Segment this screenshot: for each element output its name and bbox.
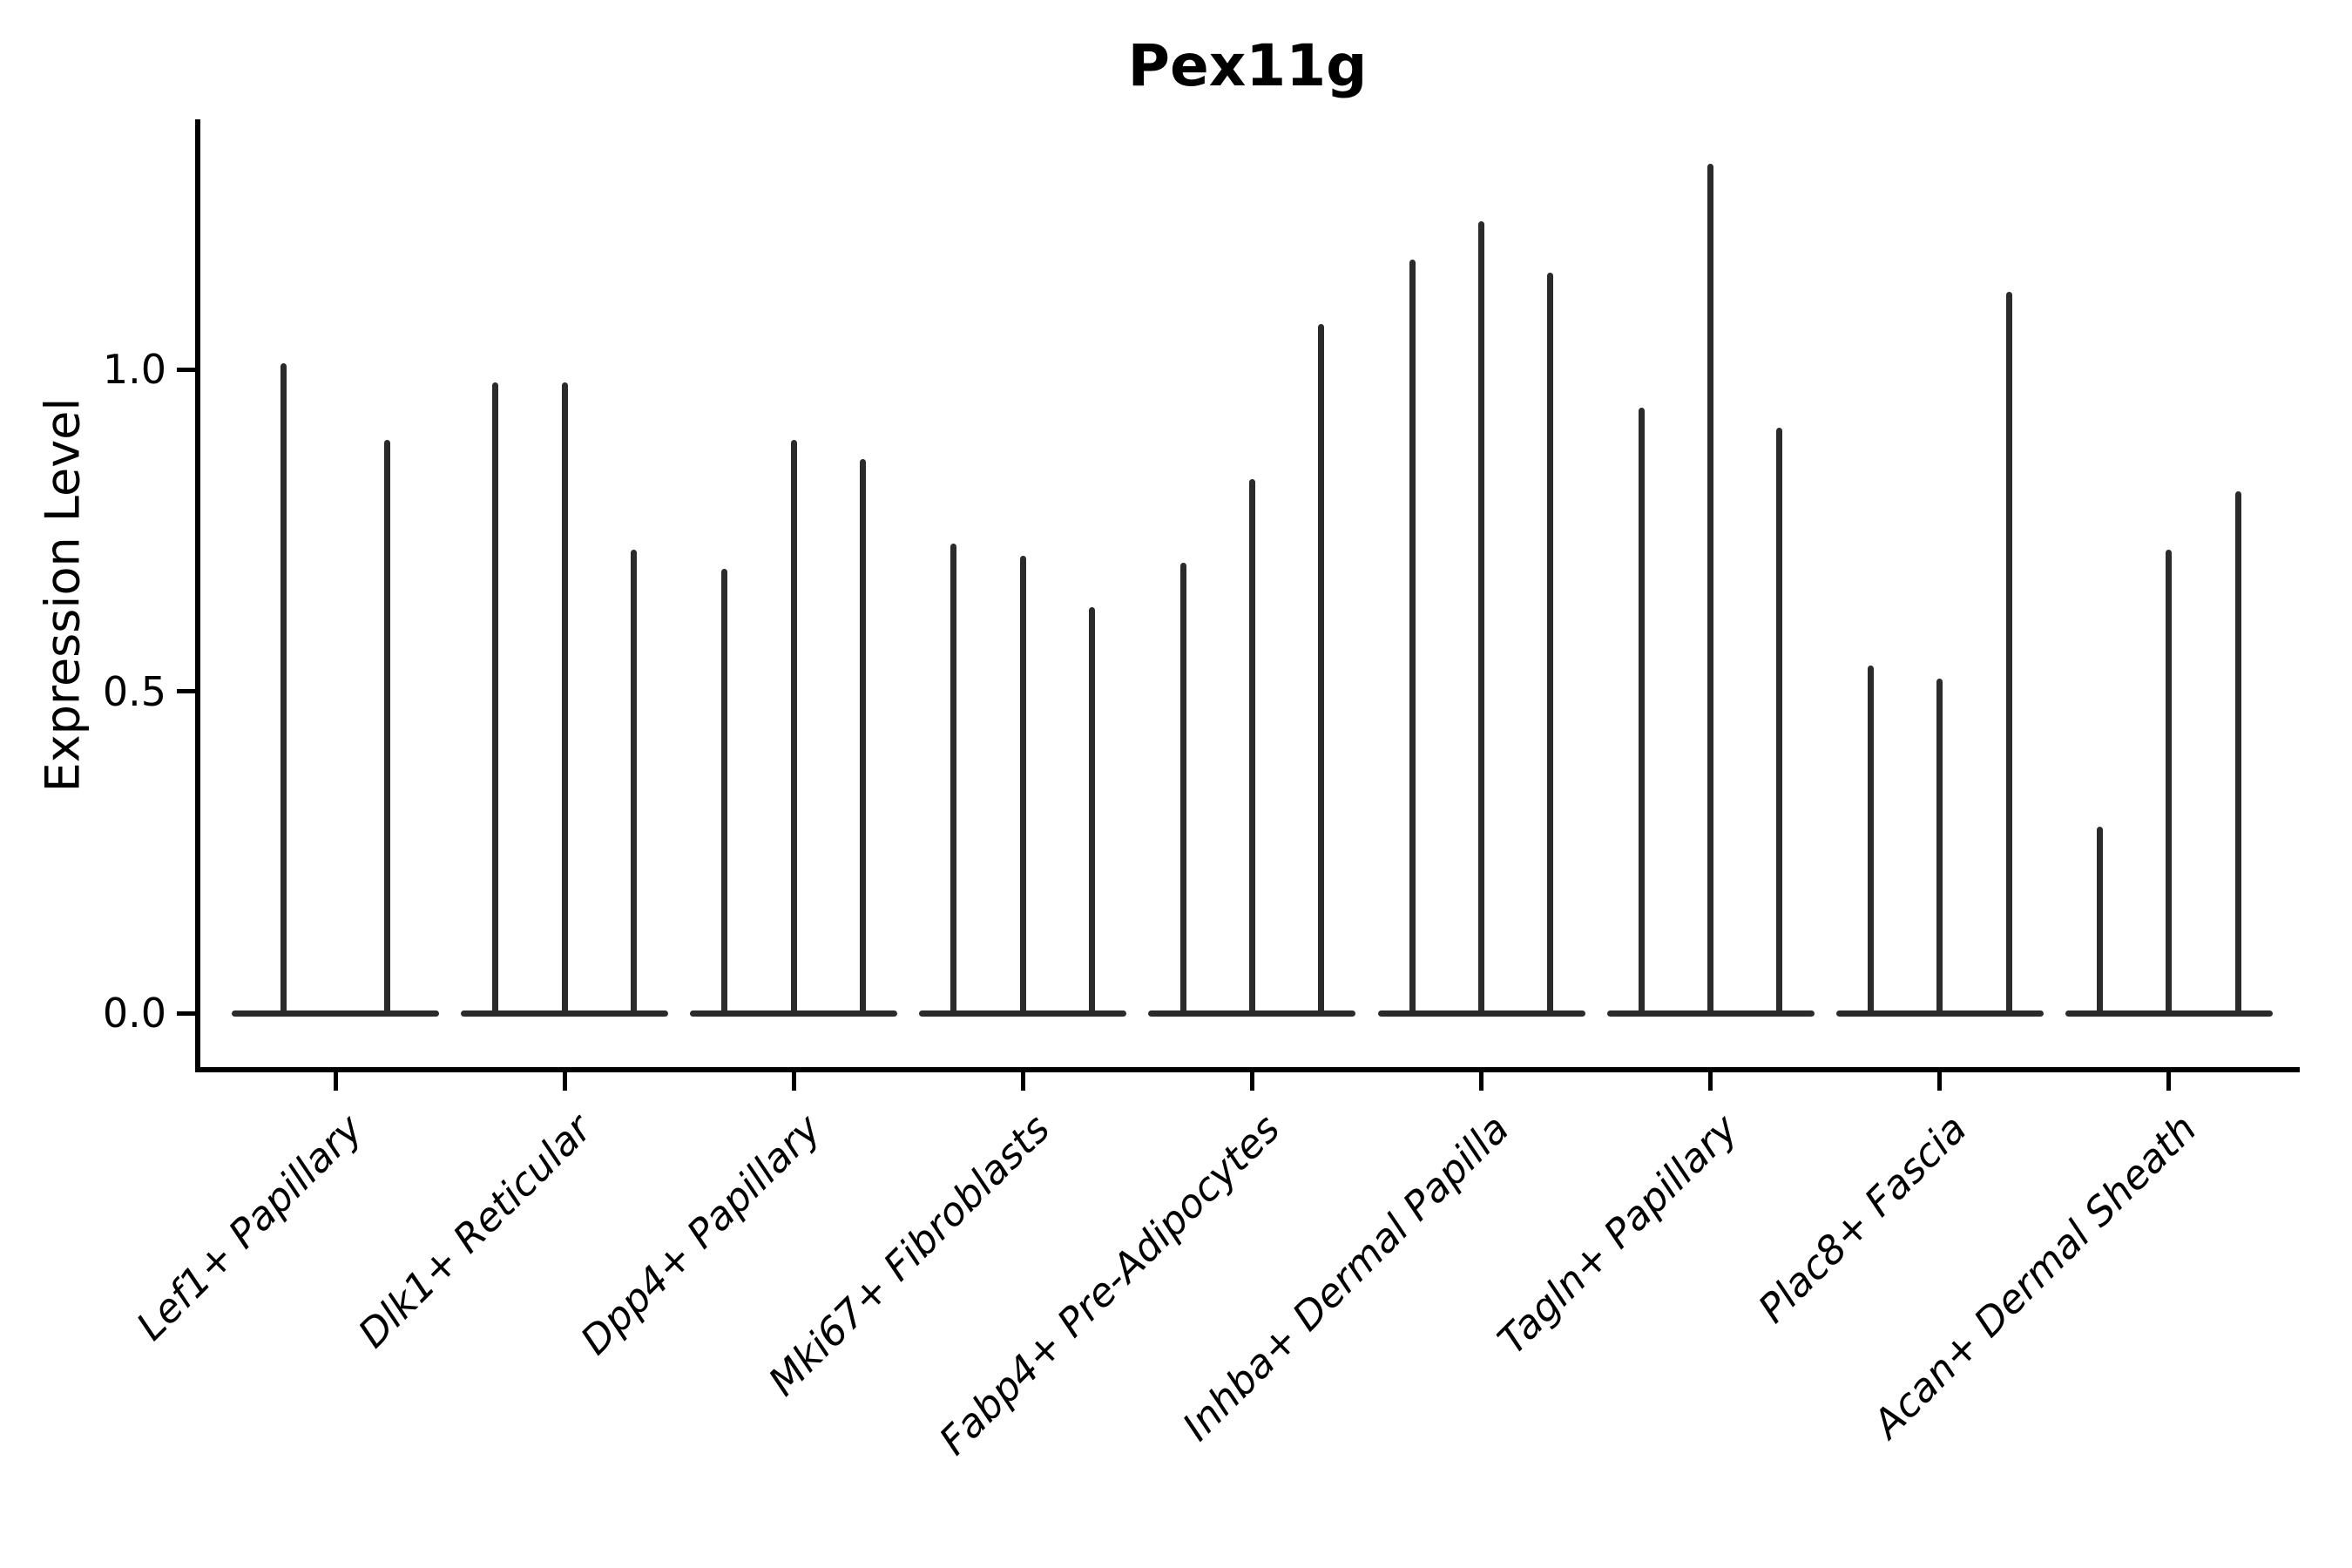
violin-tail <box>492 382 499 1017</box>
violin-tail <box>1638 408 1645 1017</box>
x-tick-mark <box>1249 1072 1254 1091</box>
y-tick-mark <box>177 1010 195 1016</box>
violin-tail <box>1019 556 1026 1017</box>
violin-tail <box>950 543 957 1017</box>
violin-tail <box>1089 607 1096 1017</box>
x-tick-mark <box>1479 1072 1484 1091</box>
y-axis-spine <box>195 119 200 1072</box>
violin-tail <box>1478 221 1484 1017</box>
y-tick-label: 0.5 <box>102 667 166 715</box>
violin-tail <box>2234 491 2241 1017</box>
violin-tail <box>1867 665 1874 1017</box>
violin-tail <box>721 569 728 1017</box>
violin-tail <box>280 362 287 1017</box>
x-tick-label: Plac8+ Fascia <box>1749 1105 1977 1332</box>
violin-tail <box>1409 260 1416 1017</box>
x-tick-mark <box>791 1072 796 1091</box>
y-tick-label: 1.0 <box>102 346 166 393</box>
violin-tail <box>1547 273 1554 1017</box>
y-tick-mark <box>177 367 195 372</box>
violin-tail <box>1707 163 1714 1017</box>
violin-tail <box>1248 478 1255 1017</box>
violin-tail <box>860 459 867 1017</box>
violin-tail <box>1179 562 1186 1017</box>
x-tick-mark <box>333 1072 338 1091</box>
plot-title: Pex11g <box>1127 32 1368 99</box>
violin-tail <box>1318 324 1325 1017</box>
x-tick-label: Lef1+ Papillary <box>127 1105 372 1349</box>
x-tick-mark <box>1708 1072 1713 1091</box>
violin-tail <box>384 440 390 1017</box>
x-tick-label: Dlk1+ Reticular <box>349 1105 601 1357</box>
violin-tail <box>790 440 797 1017</box>
x-tick-label: Dpp4+ Papillary <box>571 1105 830 1364</box>
violin-tail <box>2005 292 2012 1017</box>
x-tick-mark <box>562 1072 567 1091</box>
violin-tail <box>630 549 637 1017</box>
violin-tail <box>1936 678 1943 1017</box>
violin-tail <box>2096 826 2103 1017</box>
violin-baseline <box>232 1010 439 1017</box>
x-tick-label: Tagln+ Papillary <box>1489 1105 1747 1363</box>
x-axis-spine <box>195 1067 2300 1072</box>
x-tick-mark <box>1937 1072 1943 1091</box>
x-tick-mark <box>1020 1072 1025 1091</box>
x-tick-mark <box>2166 1072 2172 1091</box>
violin-tail <box>2166 549 2173 1017</box>
y-tick-mark <box>177 689 195 693</box>
y-axis-label: Expression Level <box>35 397 91 793</box>
violin-tail <box>1776 427 1783 1017</box>
y-tick-label: 0.0 <box>102 990 166 1037</box>
violin-tail <box>561 382 568 1017</box>
